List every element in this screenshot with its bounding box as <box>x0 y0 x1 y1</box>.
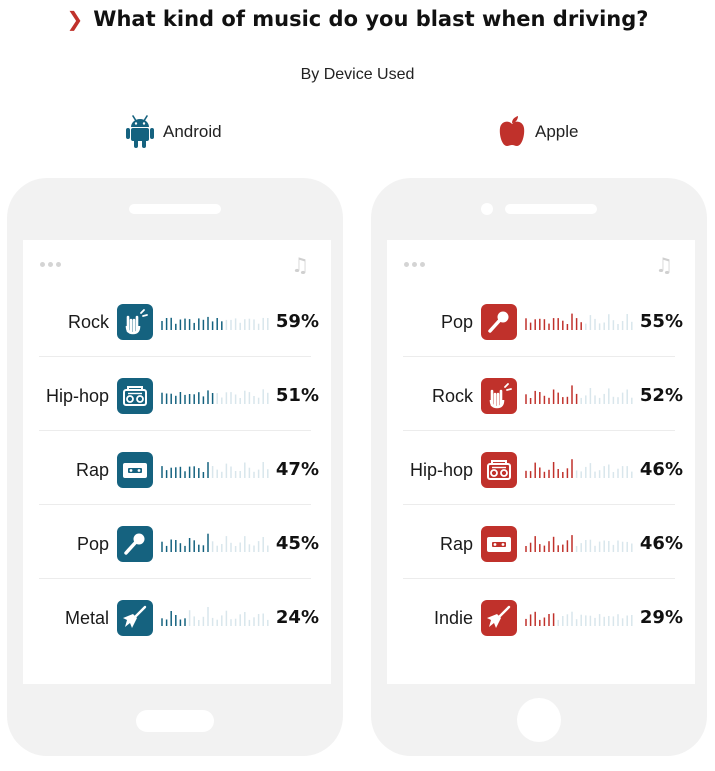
row-divider <box>39 356 311 357</box>
value-label: 47% <box>275 459 319 480</box>
category-label: Pop <box>76 534 109 554</box>
category-label: Metal <box>64 608 109 628</box>
category-label: Pop <box>440 312 473 332</box>
row-divider <box>403 356 675 357</box>
rock-hand-icon <box>481 378 517 414</box>
home-button <box>136 710 214 732</box>
cassette-icon <box>117 452 153 488</box>
phone-speaker <box>129 204 221 214</box>
android-screen: ♫ Rock 59% Hip-hop 51% Rap 47% Pop 45% Metal 24% <box>23 240 331 684</box>
music-note-icon: ♫ <box>655 253 673 277</box>
chart-title: ❯ What kind of music do you blast when d… <box>0 4 715 34</box>
apple-label-text: Apple <box>535 122 579 141</box>
android-phone: ♫ Rock 59% Hip-hop 51% Rap 47% Pop 45% Metal 24% <box>7 178 343 756</box>
value-label: 45% <box>275 533 319 554</box>
value-wave-bar <box>524 448 636 497</box>
value-wave-bar <box>160 448 272 497</box>
row-divider <box>39 578 311 579</box>
guitar-icon <box>117 600 153 636</box>
android-label: Android <box>126 112 222 152</box>
category-label: Hip-hop <box>45 386 109 406</box>
chart-subtitle: By Device Used <box>300 66 415 83</box>
value-wave-bar <box>524 374 636 423</box>
row-divider <box>39 430 311 431</box>
value-label: 46% <box>639 533 683 554</box>
apple-phone: ♫ Pop 55% Rock 52% Hip-hop 46% Rap 46% Indie 29% <box>371 178 707 756</box>
boombox-icon <box>117 378 153 414</box>
phone-speaker <box>505 204 597 214</box>
apple-screen: ♫ Pop 55% Rock 52% Hip-hop 46% Rap 46% Indie 29% <box>387 240 695 684</box>
microphone-icon <box>117 526 153 562</box>
value-wave-bar <box>524 522 636 571</box>
more-dots-icon <box>404 262 425 267</box>
android-icon <box>126 115 154 148</box>
chevron-right-icon: ❯ <box>66 7 84 31</box>
category-label: Indie <box>433 608 473 628</box>
value-wave-bar <box>160 374 272 423</box>
apple-icon <box>499 116 525 146</box>
value-wave-bar <box>524 596 636 645</box>
value-wave-bar <box>160 522 272 571</box>
value-wave-bar <box>524 300 636 349</box>
category-label: Rap <box>439 534 473 554</box>
row-divider <box>403 430 675 431</box>
chart-row: Rock 59% <box>39 300 319 344</box>
chart-row: Pop 45% <box>39 522 319 566</box>
value-wave-bar <box>160 300 272 349</box>
category-label: Rock <box>431 386 473 406</box>
chart-row: Rock 52% <box>403 374 683 418</box>
chart-title-text: What kind of music do you blast when dri… <box>93 7 649 31</box>
value-wave-bar <box>160 596 272 645</box>
chart-row: Indie 29% <box>403 596 683 640</box>
category-label: Hip-hop <box>409 460 473 480</box>
cassette-icon <box>481 526 517 562</box>
chart-row: Pop 55% <box>403 300 683 344</box>
value-label: 46% <box>639 459 683 480</box>
home-button <box>517 698 561 742</box>
value-label: 24% <box>275 607 319 628</box>
row-divider <box>403 578 675 579</box>
category-label: Rap <box>75 460 109 480</box>
value-label: 29% <box>639 607 683 628</box>
value-label: 59% <box>275 311 319 332</box>
chart-row: Hip-hop 51% <box>39 374 319 418</box>
boombox-icon <box>481 452 517 488</box>
guitar-icon <box>481 600 517 636</box>
chart-row: Metal 24% <box>39 596 319 640</box>
value-label: 51% <box>275 385 319 406</box>
category-label: Rock <box>67 312 109 332</box>
apple-label: Apple <box>498 112 578 152</box>
row-divider <box>39 504 311 505</box>
value-label: 52% <box>639 385 683 406</box>
microphone-icon <box>481 304 517 340</box>
more-dots-icon <box>40 262 61 267</box>
value-label: 55% <box>639 311 683 332</box>
rock-hand-icon <box>117 304 153 340</box>
android-label-text: Android <box>163 122 222 141</box>
chart-row: Rap 46% <box>403 522 683 566</box>
row-divider <box>403 504 675 505</box>
phone-camera <box>481 203 493 215</box>
chart-row: Rap 47% <box>39 448 319 492</box>
chart-row: Hip-hop 46% <box>403 448 683 492</box>
music-note-icon: ♫ <box>291 253 309 277</box>
